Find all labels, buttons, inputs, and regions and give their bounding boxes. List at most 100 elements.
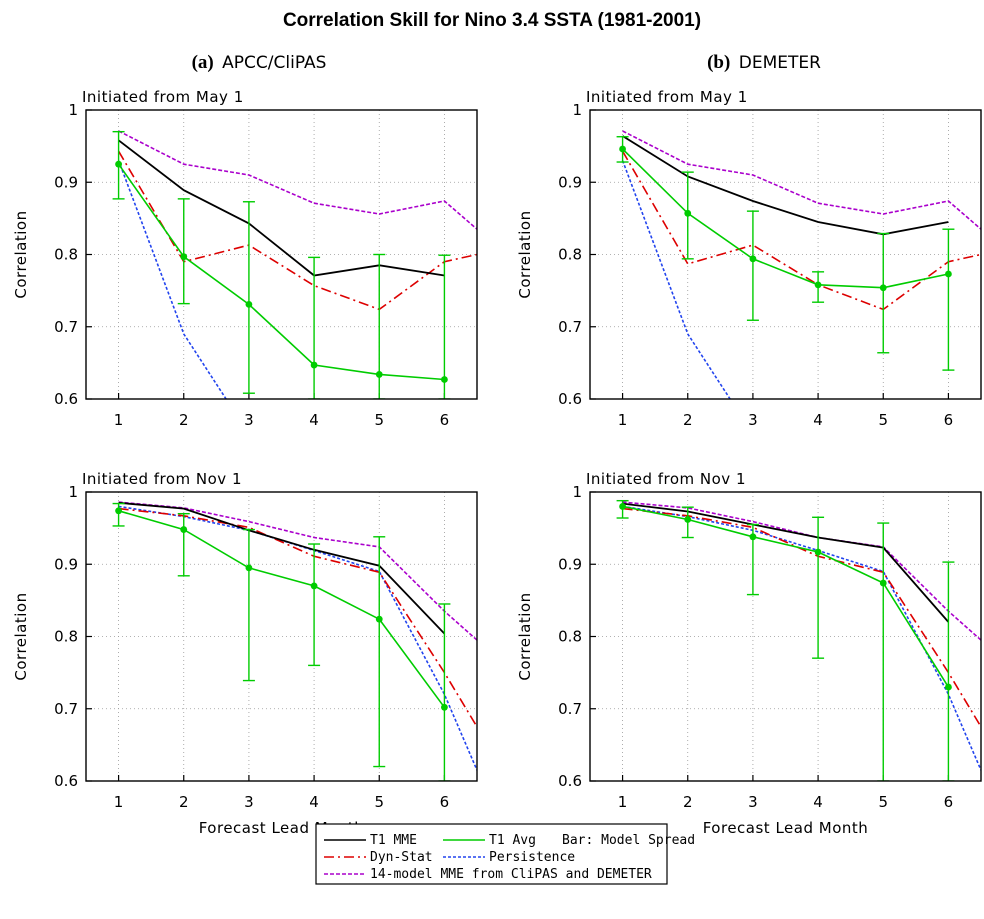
x-tick-label: 6 [944, 793, 954, 811]
y-tick-label: 0.7 [558, 318, 582, 336]
series-line-t1avg [622, 148, 949, 289]
data-point-t1avg [375, 615, 383, 623]
series-line-dynstat [621, 150, 981, 311]
y-tick-label: 0.6 [558, 390, 582, 408]
data-point-t1avg [879, 284, 887, 292]
x-tick-label: 4 [813, 411, 823, 429]
y-tick-label: 0.8 [558, 628, 582, 646]
data-point-t1avg [375, 371, 383, 378]
data-point-t1avg [945, 270, 952, 278]
column-a-label: (a) [192, 52, 214, 73]
column-b-label: (b) [707, 52, 730, 73]
series-line-t1mme [118, 139, 445, 277]
x-tick-label: 6 [440, 793, 450, 811]
data-point-t1avg [879, 579, 887, 587]
panel-subtitle: Initiated from May 1 [586, 88, 748, 106]
series-group [112, 130, 477, 399]
x-tick-label: 2 [179, 793, 189, 811]
column-a-name: APCC/CliPAS [222, 53, 326, 73]
x-tick-label: 3 [748, 411, 758, 429]
data-point-t1avg [310, 361, 318, 369]
x-tick-label: 6 [440, 411, 450, 429]
panel-subtitle: Initiated from Nov 1 [82, 470, 242, 488]
series-line-persist [622, 505, 981, 771]
y-tick-label: 0.9 [54, 173, 78, 191]
legend-label-t1mme: T1 MME [370, 833, 417, 848]
panel-subtitle: Initiated from Nov 1 [586, 470, 746, 488]
legend: T1 MME T1 Avg Bar: Model Spread Dyn-Stat Per… [315, 823, 695, 885]
y-tick-label: 0.7 [54, 700, 78, 718]
panel-4: Initiated from Nov 1 Correlation Forecast … [516, 470, 982, 837]
x-tick-label: 5 [374, 793, 384, 811]
series-line-t1mme [622, 502, 950, 623]
data-point-t1avg [310, 582, 318, 590]
data-point-t1avg [749, 255, 757, 263]
legend-box [315, 823, 668, 885]
x-tick-label: 4 [813, 793, 823, 811]
legend-label-dynstat: Dyn-Stat [370, 850, 433, 865]
data-point-t1avg [749, 533, 757, 541]
column-title-b: (b) DEMETER [707, 52, 821, 73]
plot-frame [589, 109, 982, 400]
series-line-persist [621, 160, 731, 399]
svg-text:(a) APCC/CliPAS: (a) APCC/CliPAS [192, 52, 327, 73]
y-axis-label: Correlation [12, 592, 30, 680]
y-tick-label: 0.8 [54, 628, 78, 646]
series-line-mme14 [622, 130, 981, 230]
data-point-t1avg [814, 281, 822, 289]
data-point-t1avg [245, 564, 253, 572]
panel-3: Initiated from Nov 1CorrelationForecast … [12, 470, 478, 837]
series-group [616, 130, 981, 399]
plot-frame [85, 109, 478, 400]
series-line-t1avg [117, 163, 445, 381]
y-axis-label: Correlation [12, 210, 30, 298]
data-point-t1avg [945, 683, 952, 691]
x-tick-label: 5 [374, 411, 384, 429]
series-line-t1avg [118, 510, 446, 708]
y-axis-label: Correlation [516, 210, 534, 298]
x-tick-label: 5 [878, 411, 888, 429]
x-tick-label: 2 [683, 793, 693, 811]
y-tick-label: 0.6 [54, 390, 78, 408]
x-tick-label: 6 [944, 411, 954, 429]
data-point-t1avg [619, 503, 626, 510]
panels: Initiated from May 1 Correlation 1 2 3 4 5 6 0.6… [12, 88, 982, 837]
x-tick-label: 3 [244, 411, 254, 429]
x-tick-label: 3 [748, 793, 758, 811]
x-tick-label: 3 [244, 793, 254, 811]
y-tick-label: 1 [572, 483, 582, 501]
series-line-persist [117, 160, 227, 399]
series-line-mme14 [118, 501, 477, 641]
y-tick-label: 1 [572, 101, 582, 119]
series-line-dynstat [118, 507, 477, 728]
series-line-dynstat [117, 150, 477, 311]
plot-frame [85, 491, 478, 782]
y-tick-label: 0.9 [558, 173, 582, 191]
legend-items: T1 MME T1 Avg Bar: Model Spread Dyn-Stat Per… [324, 833, 695, 882]
y-tick-label: 0.6 [558, 772, 582, 790]
legend-label-spread: Bar: Model Spread [562, 833, 695, 848]
column-b-name: DEMETER [739, 53, 821, 73]
y-axis-label: Correlation [516, 592, 534, 680]
x-tick-label: 5 [878, 793, 888, 811]
x-tick-label: 1 [114, 411, 124, 429]
data-point-t1avg [684, 516, 692, 523]
panel-1: Initiated from May 1 Correlation 1 2 3 4 5 6 0.6… [12, 88, 478, 429]
x-tick-label: 4 [309, 793, 319, 811]
series-line-mme14 [622, 501, 981, 641]
y-tick-label: 0.7 [54, 318, 78, 336]
data-point-t1avg [441, 376, 448, 383]
data-point-t1avg [684, 209, 692, 217]
data-point-t1avg [245, 300, 253, 308]
y-tick-label: 0.7 [558, 700, 582, 718]
y-tick-label: 0.8 [54, 246, 78, 264]
svg-text:(b) DEMETER: (b) DEMETER [707, 52, 821, 73]
x-tick-label: 4 [309, 411, 319, 429]
data-point-t1avg [441, 703, 448, 711]
series-line-t1mme [118, 501, 446, 635]
data-point-t1avg [180, 526, 188, 533]
column-title-a: (a) APCC/CliPAS [192, 52, 327, 73]
legend-label-persist: Persistence [489, 850, 575, 865]
x-tick-label: 2 [179, 411, 189, 429]
